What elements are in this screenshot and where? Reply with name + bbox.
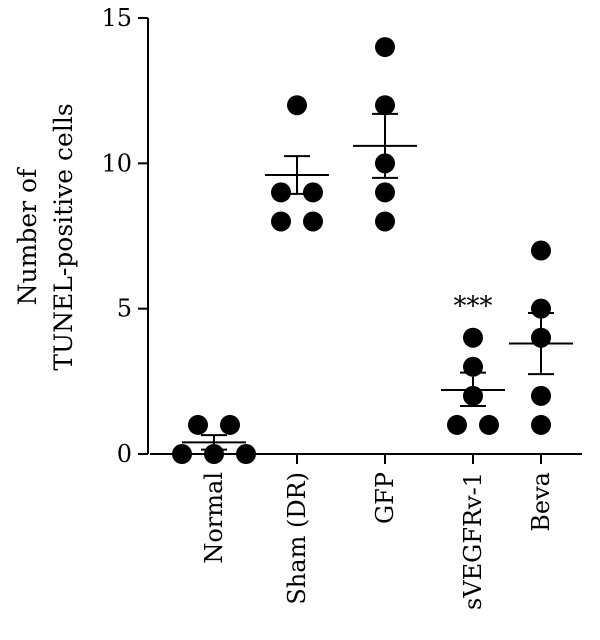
data-point [303,211,323,232]
x-axis: Normal Sham (DR) GFP sVEGFRv-1 Beva [150,453,582,610]
y-tick-label: 0 [117,440,132,468]
y-tick-label: 5 [117,295,132,323]
group-normal [172,414,256,464]
data-point [188,414,208,435]
data-point [531,385,551,406]
group-beva [509,240,573,435]
group-sham-dr [265,95,329,232]
data-point [271,182,291,203]
data-point [375,37,395,58]
x-tick-label: Normal [200,472,228,564]
data-point [479,414,499,435]
group-gfp [353,37,417,232]
x-tick-label: Beva [527,472,555,532]
y-axis-label: Number of TUNEL-positive cells [13,103,78,370]
data-point [375,95,395,116]
data-point [447,414,467,435]
x-tick-label: sVEGFRv-1 [459,472,487,610]
data-point [172,444,192,464]
data-point [531,414,551,435]
y-axis-label-line-1: Number of [13,167,42,305]
group-svegfrv-1 [441,327,505,435]
data-point [271,211,291,232]
x-tick-label: Sham (DR) [283,472,311,605]
annotations: *** [454,292,493,322]
significance-annotation: *** [454,292,493,322]
data-point [463,327,483,348]
data-point [220,414,240,435]
y-axis-label-line-2: TUNEL-positive cells [49,103,78,370]
x-tick-label: GFP [371,472,399,524]
y-axis: 0 5 10 15 [101,4,149,468]
y-tick-label: 15 [101,4,132,32]
data-point [375,182,395,203]
data-point [531,240,551,261]
data-point [375,211,395,232]
data-groups [172,37,573,464]
data-point [236,444,256,464]
y-tick-label: 10 [101,149,132,177]
data-point [303,182,323,203]
data-point [287,95,307,116]
